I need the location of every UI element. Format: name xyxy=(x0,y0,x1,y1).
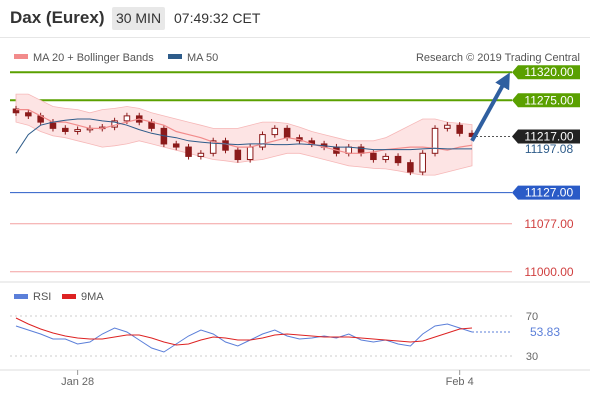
main-legend: MA 20 + Bollinger Bands MA 50 Research ©… xyxy=(14,52,580,64)
candle-body xyxy=(419,152,426,173)
candle-body xyxy=(172,143,180,148)
ma20-legend-label: MA 20 + Bollinger Bands xyxy=(33,52,154,64)
candle-body xyxy=(234,149,242,161)
candle-body xyxy=(123,115,131,122)
ma9-legend-label: 9MA xyxy=(81,291,104,303)
candle-body xyxy=(456,124,463,134)
x-tick-label: Feb 4 xyxy=(446,376,474,388)
instrument-title: Dax (Eurex) xyxy=(10,8,105,27)
ma9-swatch xyxy=(62,294,76,299)
ma20-line xyxy=(16,109,473,154)
candle-body xyxy=(259,134,266,148)
rsi-level-label: 30 xyxy=(526,351,538,363)
ma20-swatch xyxy=(14,54,28,59)
price-axis-label: 11077.00 xyxy=(524,217,573,231)
candle-body xyxy=(62,127,69,132)
price-badge-label: 11127.00 xyxy=(525,186,574,200)
ma50-swatch xyxy=(168,54,182,59)
target-arrow xyxy=(470,72,510,142)
bollinger-band-area xyxy=(15,93,473,176)
price-levels xyxy=(10,71,512,273)
price-badge-label: 11275.00 xyxy=(524,93,573,107)
target-arrow-line xyxy=(470,72,510,142)
candle-body xyxy=(25,112,32,117)
candle-body xyxy=(209,140,217,154)
rsi-value-label: 53.83 xyxy=(530,325,560,339)
header-time: 07:49:32 CET xyxy=(174,10,261,26)
candle-body xyxy=(394,155,402,164)
ma50-legend-label: MA 50 xyxy=(187,52,218,64)
price-axis-label: 11000.00 xyxy=(524,265,573,279)
price-badge-box xyxy=(512,129,580,144)
candle-body xyxy=(74,129,81,132)
price-badge-box xyxy=(512,185,580,200)
candle-body xyxy=(246,146,254,161)
rsi-swatch xyxy=(14,294,28,299)
candle-body xyxy=(431,127,439,154)
candle-body xyxy=(407,162,414,173)
candle-body xyxy=(444,124,451,129)
rsi-legend: RSI 9MA xyxy=(14,291,104,303)
rsi-ma-line xyxy=(15,317,473,346)
candle-body xyxy=(185,146,192,157)
rsi-line xyxy=(15,323,473,353)
timeframe-badge[interactable]: 30 MIN xyxy=(112,7,165,30)
rsi-panel: 70 30 53.83 xyxy=(10,311,560,363)
rsi-level-label: 70 xyxy=(526,311,538,323)
candle-body xyxy=(271,127,279,136)
candle-body xyxy=(370,152,377,161)
price-badge-box xyxy=(512,93,580,108)
research-credit: Research © 2019 Trading Central xyxy=(416,52,580,64)
rsi-legend-label: RSI xyxy=(33,291,51,303)
bollinger-bands xyxy=(15,93,473,176)
ma50-line xyxy=(15,118,472,154)
moving-averages xyxy=(15,109,473,154)
price-axis-label: 11197.08 xyxy=(525,142,574,156)
chart-header: Dax (Eurex) 30 MIN 07:49:32 CET xyxy=(0,0,590,38)
price-badge-box xyxy=(512,65,580,80)
x-tick-label: Jan 28 xyxy=(61,376,94,388)
candle-body xyxy=(283,127,291,139)
price-badge-label: 11320.00 xyxy=(524,65,573,79)
candle-body xyxy=(382,155,390,161)
price-badge-label: 11217.00 xyxy=(524,129,573,143)
candle-body xyxy=(222,140,229,151)
x-axis: Jan 28 Feb 4 xyxy=(61,370,474,388)
candle-body xyxy=(197,152,205,157)
